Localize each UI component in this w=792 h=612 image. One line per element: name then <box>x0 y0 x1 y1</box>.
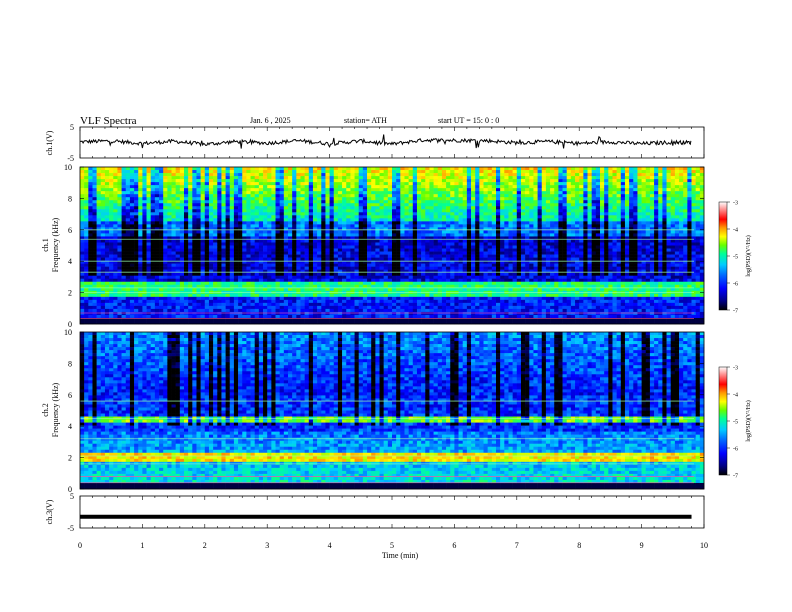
ch1-waveform-panel: 5 -5 ch.1(V) <box>45 123 705 163</box>
ch1-spectrogram-panel: 0 2 4 6 8 10 ch.1 Frequency (kHz) <box>41 163 705 329</box>
x-axis-label: Time (min) <box>382 551 419 560</box>
freq-tick-label: 10 <box>64 163 72 172</box>
freq-tick-label: 10 <box>64 328 72 337</box>
freq-tick-label: 2 <box>68 289 72 298</box>
x-tick-label: 1 <box>140 541 144 550</box>
colorbar-tick-label: -5 <box>733 420 738 426</box>
freq-tick-label: 6 <box>68 391 72 400</box>
ch1-waveform-line <box>79 134 692 149</box>
colorbar-tick-label: -7 <box>733 309 738 315</box>
colorbar-tick-label: -3 <box>733 366 738 372</box>
colorbar-ch1-label: log(PSD)(V²/Hz) <box>745 235 752 276</box>
ch1-x-ticks <box>79 127 705 158</box>
ch2-spectrogram-panel: 0 2 4 6 8 10 ch.2 Frequency (kHz) <box>41 328 705 494</box>
x-tick-label: 8 <box>577 541 581 550</box>
start-ut-label: start UT = 15: 0 : 0 <box>438 116 499 125</box>
x-tick-label: 2 <box>203 541 207 550</box>
ch1-ylabel-ch: ch.1 <box>41 238 50 252</box>
ch1-ytick-bottom: -5 <box>67 154 74 163</box>
ch3-x-ticks <box>79 496 705 528</box>
ch1-spectrogram-image <box>80 167 705 325</box>
ch2-spectrogram-image <box>80 332 705 490</box>
freq-tick-label: 0 <box>68 485 72 494</box>
x-tick-labels: 0 1 2 3 4 5 6 7 8 9 10 <box>78 541 708 550</box>
x-tick-label: 0 <box>78 541 82 550</box>
x-tick-label: 4 <box>328 541 332 550</box>
freq-tick-label: 6 <box>68 226 72 235</box>
colorbar-tick-label: -4 <box>733 228 738 234</box>
colorbar-ch1: -3 -4 -5 -6 -7 log(PSD)(V²/Hz) <box>718 201 752 315</box>
x-tick-label: 5 <box>390 541 394 550</box>
x-tick-label: 7 <box>515 541 519 550</box>
ch3-ytick-top: 5 <box>70 492 74 501</box>
ch3-ytick-bottom: -5 <box>67 524 74 533</box>
colorbar-tick-label: -4 <box>733 393 738 399</box>
ch1-ytick-top: 5 <box>70 123 74 132</box>
ch1-y-ticks: 0 2 4 6 8 10 <box>64 163 704 329</box>
freq-tick-label: 2 <box>68 454 72 463</box>
colorbar-tick-label: -6 <box>733 447 738 453</box>
ch2-ylabel-frequency: Frequency (kHz) <box>51 382 60 437</box>
colorbar-tick-label: -7 <box>733 474 738 480</box>
station-label: station= ATH <box>344 116 387 125</box>
ch1-ylabel: ch.1(V) <box>45 130 54 155</box>
ch2-y-ticks: 0 2 4 6 8 10 <box>64 328 704 494</box>
x-tick-label: 9 <box>640 541 644 550</box>
x-tick-label: 6 <box>452 541 456 550</box>
freq-tick-label: 4 <box>68 422 72 431</box>
freq-tick-label: 4 <box>68 257 72 266</box>
colorbar-tick-label: -3 <box>733 201 738 207</box>
colorbar-tick-label: -5 <box>733 255 738 261</box>
ch1-ylabel-frequency: Frequency (kHz) <box>51 217 60 272</box>
x-tick-label: 10 <box>700 541 708 550</box>
freq-tick-label: 0 <box>68 320 72 329</box>
figure-title: VLF Spectra <box>80 115 137 127</box>
ch3-ylabel: ch.3(V) <box>45 499 54 524</box>
freq-tick-label: 8 <box>68 359 72 368</box>
colorbar-ch2-label: log(PSD)(V²/Hz) <box>745 400 752 441</box>
freq-tick-label: 8 <box>68 194 72 203</box>
ch3-waveform-panel: 5 -5 ch.3(V) <box>45 492 705 533</box>
date-label: Jan. 6 , 2025 <box>250 116 291 125</box>
x-tick-label: 3 <box>265 541 269 550</box>
colorbar-tick-label: -6 <box>733 282 738 288</box>
ch2-ylabel-ch: ch.2 <box>41 403 50 417</box>
colorbar-ch2: -3 -4 -5 -6 -7 log(PSD)(V²/Hz) <box>718 366 752 480</box>
